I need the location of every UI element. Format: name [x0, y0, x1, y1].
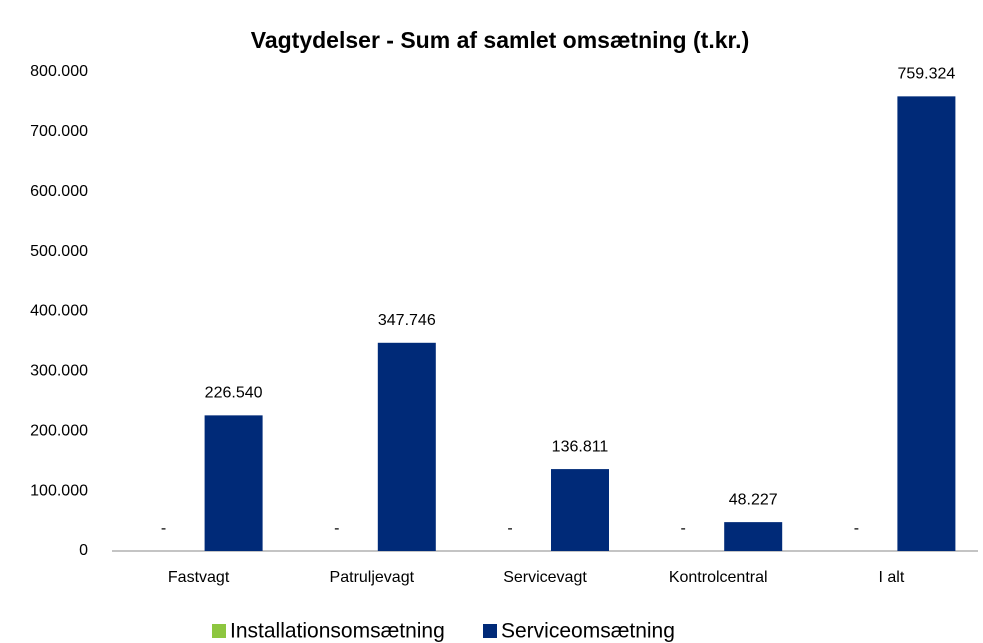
data-label: 226.540	[205, 385, 263, 402]
y-tick-label: 0	[79, 542, 88, 559]
legend-label: Serviceomsætning	[501, 620, 675, 643]
x-tick-label: Servicevagt	[503, 569, 587, 586]
data-label: 136.811	[552, 438, 609, 455]
x-tick-label: Patruljevagt	[330, 569, 415, 586]
data-label: -	[681, 520, 686, 537]
legend-label: Installationsomsætning	[230, 620, 445, 643]
y-tick-label: 400.000	[30, 303, 88, 320]
y-tick-label: 700.000	[30, 123, 88, 140]
x-tick-label: I alt	[879, 569, 905, 586]
bar	[551, 469, 609, 551]
bar	[724, 522, 783, 551]
chart-title: Vagtydelser - Sum af samlet omsætning (t…	[251, 27, 749, 53]
data-label: -	[507, 520, 512, 537]
bar	[204, 415, 263, 551]
y-tick-label: 200.000	[30, 422, 88, 439]
y-tick-label: 500.000	[30, 243, 88, 260]
data-label: 347.746	[378, 312, 436, 329]
data-label: -	[854, 520, 859, 537]
y-tick-label: 100.000	[30, 482, 88, 499]
data-label: 759.324	[897, 66, 955, 83]
bar	[897, 96, 956, 552]
y-tick-label: 800.000	[30, 63, 88, 80]
y-tick-label: 600.000	[30, 183, 88, 200]
legend-swatch	[483, 624, 497, 638]
bar	[377, 342, 436, 551]
x-tick-label: Kontrolcentral	[669, 569, 768, 586]
legend-swatch	[212, 624, 226, 638]
data-label: 48.227	[729, 491, 778, 508]
data-label: -	[334, 520, 339, 537]
y-tick-label: 300.000	[30, 363, 88, 380]
x-tick-label: Fastvagt	[168, 569, 230, 586]
data-label: -	[161, 520, 166, 537]
